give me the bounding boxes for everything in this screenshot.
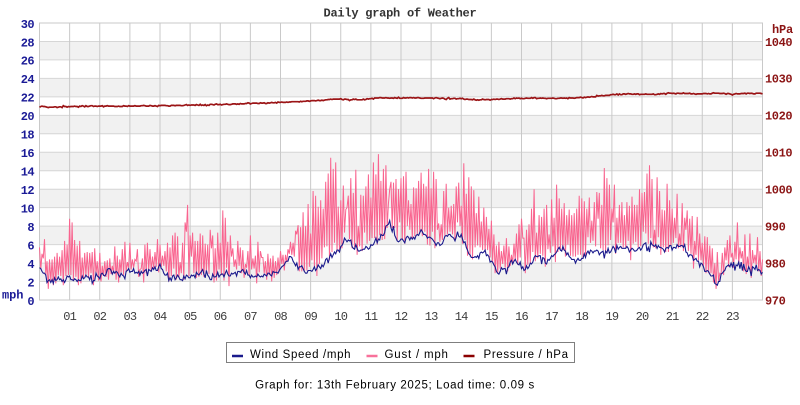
svg-text:01: 01 xyxy=(63,310,76,324)
svg-text:10: 10 xyxy=(21,203,35,217)
svg-text:hPa: hPa xyxy=(772,23,793,37)
svg-text:30: 30 xyxy=(21,18,35,32)
svg-text:10: 10 xyxy=(334,310,347,324)
svg-text:19: 19 xyxy=(605,310,618,324)
svg-text:06: 06 xyxy=(214,310,227,324)
svg-text:08: 08 xyxy=(274,310,287,324)
svg-text:07: 07 xyxy=(244,310,257,324)
svg-text:15: 15 xyxy=(485,310,498,324)
svg-text:14: 14 xyxy=(21,166,35,180)
svg-text:4: 4 xyxy=(27,258,34,272)
svg-text:26: 26 xyxy=(21,55,35,69)
svg-text:02: 02 xyxy=(93,310,106,324)
svg-text:05: 05 xyxy=(184,310,197,324)
svg-text:28: 28 xyxy=(21,36,35,50)
svg-text:Graph for: 13th February 2025;: Graph for: 13th February 2025; Load time… xyxy=(255,379,535,391)
svg-text:23: 23 xyxy=(726,310,739,324)
svg-text:1040: 1040 xyxy=(765,36,792,50)
svg-text:03: 03 xyxy=(123,310,136,324)
svg-text:21: 21 xyxy=(666,310,679,324)
svg-text:6: 6 xyxy=(27,239,34,253)
svg-text:12: 12 xyxy=(21,184,35,198)
svg-text:Gust / mph: Gust / mph xyxy=(385,349,449,361)
svg-text:18: 18 xyxy=(21,129,35,143)
svg-text:22: 22 xyxy=(696,310,709,324)
svg-text:12: 12 xyxy=(395,310,408,324)
svg-text:13: 13 xyxy=(425,310,438,324)
svg-text:20: 20 xyxy=(21,110,35,124)
svg-text:8: 8 xyxy=(27,221,34,235)
svg-text:09: 09 xyxy=(304,310,317,324)
svg-text:18: 18 xyxy=(575,310,588,324)
svg-text:970: 970 xyxy=(765,294,786,308)
svg-text:20: 20 xyxy=(636,310,649,324)
svg-text:1020: 1020 xyxy=(765,110,792,124)
svg-text:990: 990 xyxy=(765,220,786,234)
svg-text:0: 0 xyxy=(27,295,34,309)
svg-text:2: 2 xyxy=(27,276,34,290)
svg-text:24: 24 xyxy=(21,73,35,87)
svg-text:1010: 1010 xyxy=(765,147,792,161)
svg-text:980: 980 xyxy=(765,257,786,271)
svg-text:1000: 1000 xyxy=(765,184,792,198)
svg-text:16: 16 xyxy=(21,147,35,161)
svg-text:mph: mph xyxy=(2,289,23,303)
svg-text:16: 16 xyxy=(515,310,528,324)
svg-text:17: 17 xyxy=(545,310,558,324)
svg-text:22: 22 xyxy=(21,92,35,106)
svg-text:Daily graph of Weather: Daily graph of Weather xyxy=(324,7,477,21)
svg-text:1030: 1030 xyxy=(765,73,792,87)
svg-text:04: 04 xyxy=(154,310,167,324)
svg-text:14: 14 xyxy=(455,310,468,324)
svg-text:11: 11 xyxy=(364,310,377,324)
svg-text:Pressure / hPa: Pressure / hPa xyxy=(484,349,569,361)
svg-text:Wind Speed /mph: Wind Speed /mph xyxy=(250,349,351,361)
